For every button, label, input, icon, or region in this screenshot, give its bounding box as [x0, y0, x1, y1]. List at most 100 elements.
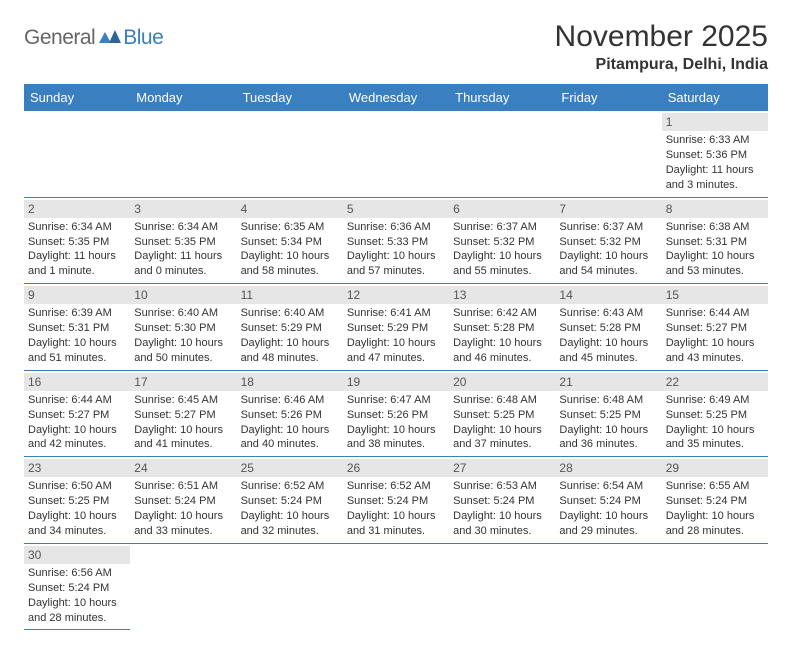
daylight-text: Daylight: 10 hours and 38 minutes.: [347, 423, 445, 453]
day-cell: 16Sunrise: 6:44 AMSunset: 5:27 PMDayligh…: [24, 371, 130, 458]
sunset-text: Sunset: 5:34 PM: [241, 235, 339, 250]
sunrise-text: Sunrise: 6:35 AM: [241, 220, 339, 235]
month-title: November 2025: [555, 20, 768, 54]
logo: General Blue: [24, 20, 163, 50]
day-cell: 8Sunrise: 6:38 AMSunset: 5:31 PMDaylight…: [662, 198, 768, 285]
daylight-text: Daylight: 10 hours and 45 minutes.: [559, 336, 657, 366]
sunset-text: Sunset: 5:25 PM: [28, 494, 126, 509]
day-number: 2: [24, 200, 130, 218]
day-number: 18: [237, 373, 343, 391]
sunrise-text: Sunrise: 6:56 AM: [28, 566, 126, 581]
day-number: 14: [555, 286, 661, 304]
sunrise-text: Sunrise: 6:36 AM: [347, 220, 445, 235]
day-cell: 20Sunrise: 6:48 AMSunset: 5:25 PMDayligh…: [449, 371, 555, 458]
day-number: 15: [662, 286, 768, 304]
day-number: 17: [130, 373, 236, 391]
day-cell: 30Sunrise: 6:56 AMSunset: 5:24 PMDayligh…: [24, 544, 130, 631]
sunset-text: Sunset: 5:25 PM: [453, 408, 551, 423]
daylight-text: Daylight: 10 hours and 36 minutes.: [559, 423, 657, 453]
sunrise-text: Sunrise: 6:53 AM: [453, 479, 551, 494]
day-number: 26: [343, 459, 449, 477]
day-cell: 11Sunrise: 6:40 AMSunset: 5:29 PMDayligh…: [237, 284, 343, 371]
sunrise-text: Sunrise: 6:33 AM: [666, 133, 764, 148]
daylight-text: Daylight: 10 hours and 46 minutes.: [453, 336, 551, 366]
sunrise-text: Sunrise: 6:50 AM: [28, 479, 126, 494]
day-cell: 25Sunrise: 6:52 AMSunset: 5:24 PMDayligh…: [237, 457, 343, 544]
day-number: 13: [449, 286, 555, 304]
day-number: 12: [343, 286, 449, 304]
day-cell: 29Sunrise: 6:55 AMSunset: 5:24 PMDayligh…: [662, 457, 768, 544]
weekday-header: Friday: [555, 84, 661, 111]
calendar-document: General Blue November 2025 Pitampura, De…: [0, 0, 792, 648]
day-number: 3: [130, 200, 236, 218]
sunrise-text: Sunrise: 6:54 AM: [559, 479, 657, 494]
day-cell: 7Sunrise: 6:37 AMSunset: 5:32 PMDaylight…: [555, 198, 661, 285]
week-row: 23Sunrise: 6:50 AMSunset: 5:25 PMDayligh…: [24, 457, 768, 544]
logo-text-blue: Blue: [123, 26, 163, 50]
sunset-text: Sunset: 5:27 PM: [134, 408, 232, 423]
daylight-text: Daylight: 10 hours and 57 minutes.: [347, 249, 445, 279]
sunset-text: Sunset: 5:26 PM: [241, 408, 339, 423]
sunset-text: Sunset: 5:32 PM: [453, 235, 551, 250]
sunset-text: Sunset: 5:33 PM: [347, 235, 445, 250]
sunset-text: Sunset: 5:36 PM: [666, 148, 764, 163]
sunrise-text: Sunrise: 6:52 AM: [241, 479, 339, 494]
day-cell: 13Sunrise: 6:42 AMSunset: 5:28 PMDayligh…: [449, 284, 555, 371]
day-cell: 9Sunrise: 6:39 AMSunset: 5:31 PMDaylight…: [24, 284, 130, 371]
daylight-text: Daylight: 10 hours and 42 minutes.: [28, 423, 126, 453]
day-number: 30: [24, 546, 130, 564]
weekday-header: Thursday: [449, 84, 555, 111]
day-cell: [343, 111, 449, 198]
day-cell: 1Sunrise: 6:33 AMSunset: 5:36 PMDaylight…: [662, 111, 768, 198]
sunset-text: Sunset: 5:35 PM: [134, 235, 232, 250]
day-cell: 23Sunrise: 6:50 AMSunset: 5:25 PMDayligh…: [24, 457, 130, 544]
day-number: 24: [130, 459, 236, 477]
day-cell: [24, 111, 130, 198]
sunrise-text: Sunrise: 6:55 AM: [666, 479, 764, 494]
daylight-text: Daylight: 10 hours and 50 minutes.: [134, 336, 232, 366]
week-row: 9Sunrise: 6:39 AMSunset: 5:31 PMDaylight…: [24, 284, 768, 371]
sunrise-text: Sunrise: 6:48 AM: [559, 393, 657, 408]
day-number: 1: [662, 113, 768, 131]
daylight-text: Daylight: 10 hours and 28 minutes.: [666, 509, 764, 539]
daylight-text: Daylight: 10 hours and 33 minutes.: [134, 509, 232, 539]
week-row: 16Sunrise: 6:44 AMSunset: 5:27 PMDayligh…: [24, 371, 768, 458]
daylight-text: Daylight: 10 hours and 48 minutes.: [241, 336, 339, 366]
sunrise-text: Sunrise: 6:39 AM: [28, 306, 126, 321]
day-number: 28: [555, 459, 661, 477]
sunset-text: Sunset: 5:29 PM: [347, 321, 445, 336]
daylight-text: Daylight: 10 hours and 34 minutes.: [28, 509, 126, 539]
sunset-text: Sunset: 5:27 PM: [666, 321, 764, 336]
header: General Blue November 2025 Pitampura, De…: [24, 20, 768, 74]
day-cell: [662, 544, 768, 631]
sunset-text: Sunset: 5:24 PM: [453, 494, 551, 509]
daylight-text: Daylight: 10 hours and 54 minutes.: [559, 249, 657, 279]
daylight-text: Daylight: 11 hours and 1 minute.: [28, 249, 126, 279]
daylight-text: Daylight: 10 hours and 30 minutes.: [453, 509, 551, 539]
day-cell: [555, 111, 661, 198]
sunrise-text: Sunrise: 6:37 AM: [453, 220, 551, 235]
day-number: 4: [237, 200, 343, 218]
day-number: 25: [237, 459, 343, 477]
sunset-text: Sunset: 5:26 PM: [347, 408, 445, 423]
day-cell: 18Sunrise: 6:46 AMSunset: 5:26 PMDayligh…: [237, 371, 343, 458]
sunset-text: Sunset: 5:31 PM: [666, 235, 764, 250]
day-cell: [449, 111, 555, 198]
day-number: 21: [555, 373, 661, 391]
weeks-container: 1 Sunrise: 6:33 AMSunset: 5:36 PM Daylight…: [24, 111, 768, 630]
sunrise-text: Sunrise: 6:42 AM: [453, 306, 551, 321]
day-number: 7: [555, 200, 661, 218]
day-cell: [555, 544, 661, 631]
sunrise-text: Sunrise: 6:49 AM: [666, 393, 764, 408]
day-number: 20: [449, 373, 555, 391]
day-cell: 4 Sunrise: 6:35 AMSunset: 5:34 PMDaylight…: [237, 198, 343, 285]
day-cell: [343, 544, 449, 631]
sunrise-text: Sunrise: 6:37 AM: [559, 220, 657, 235]
daylight-text: Daylight: 10 hours and 58 minutes.: [241, 249, 339, 279]
day-cell: 10Sunrise: 6:40 AMSunset: 5:30 PMDayligh…: [130, 284, 236, 371]
daylight-text: Daylight: 10 hours and 29 minutes.: [559, 509, 657, 539]
daylight-text: Daylight: 10 hours and 55 minutes.: [453, 249, 551, 279]
day-cell: 27Sunrise: 6:53 AMSunset: 5:24 PMDayligh…: [449, 457, 555, 544]
day-cell: 22Sunrise: 6:49 AMSunset: 5:25 PMDayligh…: [662, 371, 768, 458]
sunset-text: Sunset: 5:24 PM: [559, 494, 657, 509]
